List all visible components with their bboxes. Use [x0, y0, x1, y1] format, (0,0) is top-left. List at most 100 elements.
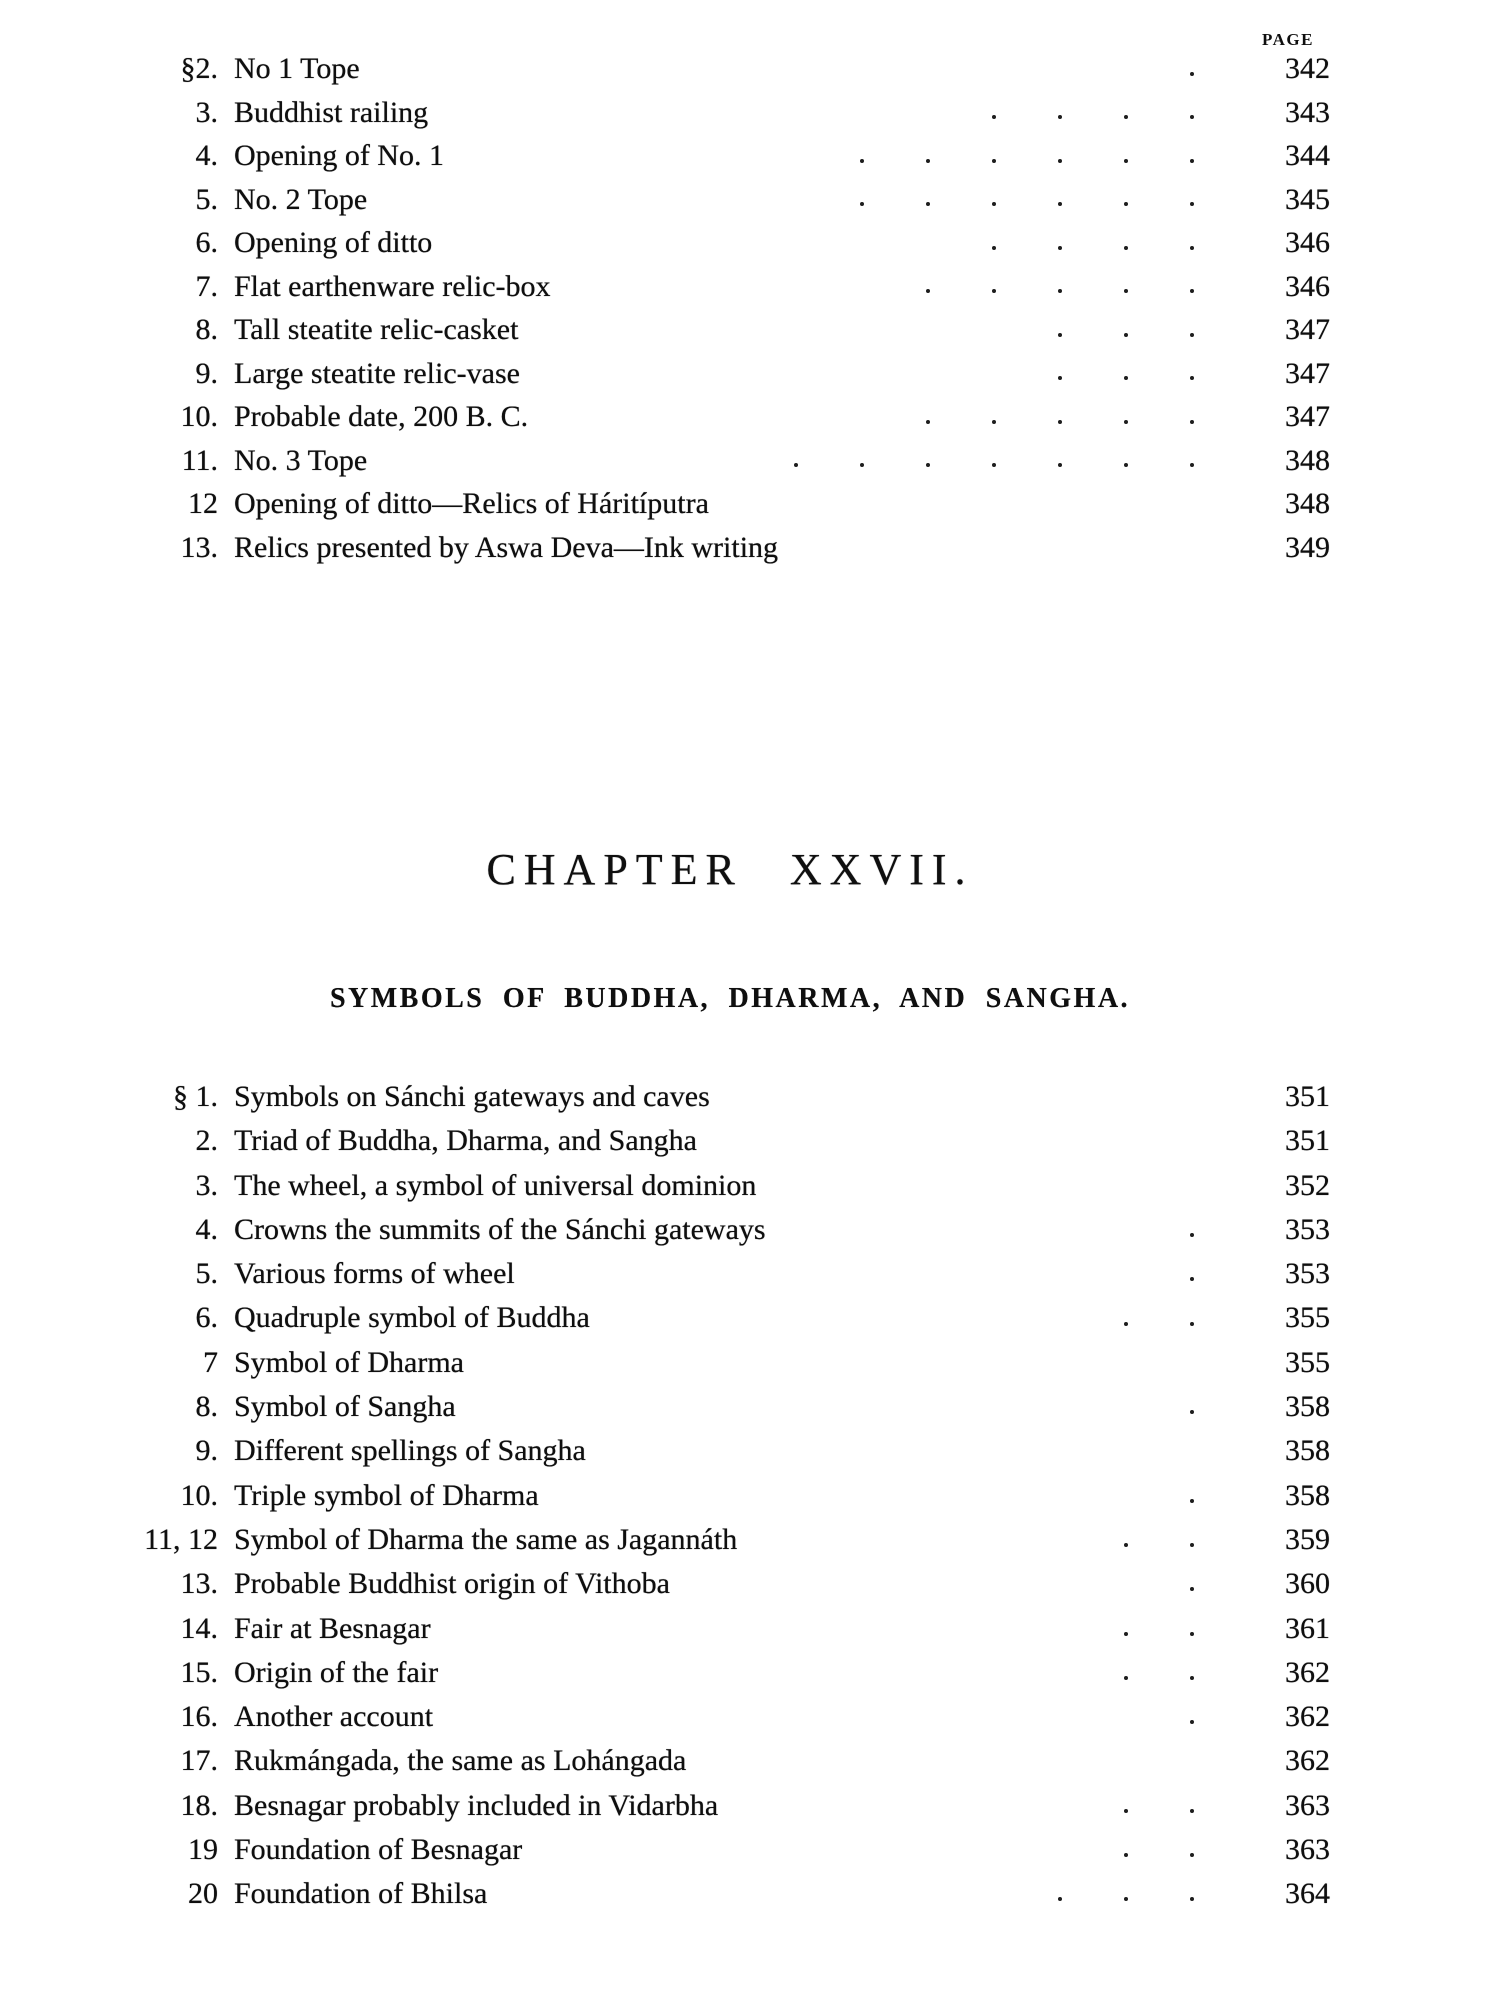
toc-row: 6. Quadruple symbol of Buddha 355 [130, 1301, 1331, 1345]
entry-number: §2. [180, 52, 219, 85]
entry-page-number: 351 [1285, 1080, 1330, 1113]
entry-number: 20 [188, 1877, 218, 1911]
leader-dot [1124, 245, 1128, 250]
entry-page-number: 363 [1285, 1833, 1330, 1867]
entry-page-number: 362 [1285, 1700, 1330, 1734]
entry-title: Tall steatite relic-casket [234, 313, 519, 346]
entry-page-number: 358 [1285, 1390, 1330, 1424]
entry-title: Symbol of Dharma [234, 1345, 464, 1379]
entry-page-number: 363 [1285, 1788, 1330, 1822]
dot-leader [433, 1720, 1246, 1725]
leader-dot [926, 289, 930, 294]
dot-leader [432, 245, 1246, 250]
entry-page-number: 348 [1285, 443, 1330, 477]
toc-row: 6. Opening of ditto 346 [130, 226, 1331, 270]
entry-title: Relics presented by Aswa Deva—Ink writin… [234, 530, 779, 564]
toc-row: 17. Rukmángada, the same as Lohángada 362 [130, 1744, 1331, 1788]
dot-leader [670, 1587, 1246, 1592]
toc-row: 20 Foundation of Bhilsa 364 [130, 1877, 1330, 1921]
leader-dot [1124, 1897, 1128, 1902]
leader-dot [926, 158, 930, 163]
toc-list-chapter: § 1. Symbols on Sánchi gateways and caves… [130, 1080, 1330, 1922]
entry-number: 9. [195, 1434, 219, 1468]
leader-dot [1190, 332, 1194, 337]
entry-page-number: 349 [1285, 530, 1330, 564]
leader-dot [860, 463, 864, 468]
entry-title: No. 2 Tope [234, 182, 368, 216]
dot-leader [428, 115, 1246, 120]
dot-leader [444, 158, 1246, 163]
entry-page-number: 353 [1285, 1257, 1330, 1291]
entry-number: 9. [195, 356, 219, 390]
entry-page-number: 353 [1285, 1212, 1330, 1246]
toc-row: 2. Triad of Buddha, Dharma, and Sangha 351 [130, 1124, 1331, 1168]
dot-leader [590, 1321, 1246, 1326]
leader-dot [992, 419, 996, 424]
entry-page-number: 352 [1285, 1168, 1330, 1202]
entry-page-number: 347 [1285, 356, 1330, 390]
entry-title: Probable Buddhist origin of Vithoba [234, 1567, 670, 1601]
dot-leader [528, 419, 1246, 424]
entry-page-number: 364 [1285, 1877, 1330, 1911]
toc-row: 12 Opening of ditto—Relics of Háritíputra… [130, 487, 1330, 531]
entry-number: 4. [195, 139, 219, 172]
entry-number: 5. [195, 1257, 219, 1291]
entry-title: Opening of ditto [234, 226, 433, 259]
entry-number: 13. [180, 530, 219, 564]
leader-dot [992, 289, 996, 294]
leader-dot [992, 202, 996, 207]
entry-number: 11, 12 [144, 1522, 218, 1556]
toc-row: 14. Fair at Besnagar 361 [130, 1611, 1331, 1656]
entry-page-number: 348 [1285, 487, 1330, 520]
leader-dot [1058, 332, 1062, 337]
leader-dot [1058, 158, 1062, 163]
entry-title: Symbol of Dharma the same as Jagannáth [234, 1522, 738, 1556]
entry-number: 16. [180, 1700, 219, 1734]
leader-dot [992, 158, 996, 163]
entry-number: 13. [180, 1567, 219, 1601]
leader-dot [1190, 158, 1194, 163]
dot-leader [515, 1277, 1246, 1282]
toc-row: 7 Symbol of Dharma 355 [130, 1346, 1330, 1390]
entry-title: Symbol of Sangha [234, 1390, 456, 1424]
entry-page-number: 355 [1285, 1301, 1330, 1335]
entry-number: 19 [188, 1833, 218, 1867]
toc-row: 5. No. 2 Tope 345 [130, 182, 1331, 227]
leader-dot [1190, 1543, 1194, 1548]
leader-dot [1124, 419, 1128, 424]
toc-row: § 1. Symbols on Sánchi gateways and caves… [130, 1080, 1330, 1124]
leader-dot [992, 245, 996, 250]
leader-dot [926, 419, 930, 424]
leader-dot [1124, 463, 1128, 468]
leader-dot [926, 202, 930, 207]
entry-number: 12 [188, 487, 218, 520]
entry-title: Triad of Buddha, Dharma, and Sangha [234, 1124, 697, 1158]
entry-title: Fair at Besnagar [234, 1611, 431, 1645]
toc-row: 5. Various forms of wheel 353 [130, 1257, 1331, 1301]
chapter-heading: CHAPTER XXVII. [486, 845, 974, 894]
leader-dot [1124, 202, 1128, 207]
leader-dot [1190, 1853, 1194, 1858]
entry-page-number: 342 [1285, 52, 1330, 85]
dot-leader [456, 1410, 1246, 1415]
entry-page-number: 344 [1285, 139, 1330, 172]
entry-title: Besnagar probably included in Vidarbha [234, 1788, 719, 1822]
entry-page-number: 346 [1285, 269, 1330, 303]
entry-title: Opening of ditto—Relics of Háritíputra [234, 487, 709, 520]
toc-row: 8. Symbol of Sangha 358 [130, 1390, 1331, 1434]
toc-row: 9. Large steatite relic-vase 347 [130, 356, 1331, 401]
entry-number: 7 [203, 1345, 218, 1379]
dot-leader [367, 463, 1246, 468]
entry-title: Flat earthenware relic-box [234, 269, 551, 303]
leader-dot [1124, 289, 1128, 294]
toc-row: 9. Different spellings of Sangha 358 [130, 1434, 1331, 1478]
entry-number: 2. [195, 1124, 219, 1158]
dot-leader [360, 71, 1246, 76]
leader-dot [1190, 1587, 1194, 1592]
entry-number: 4. [195, 1212, 219, 1246]
leader-dot [1058, 1897, 1062, 1902]
entry-title: Another account [234, 1700, 434, 1734]
entry-page-number: 362 [1285, 1655, 1330, 1689]
dot-leader [438, 1676, 1246, 1680]
